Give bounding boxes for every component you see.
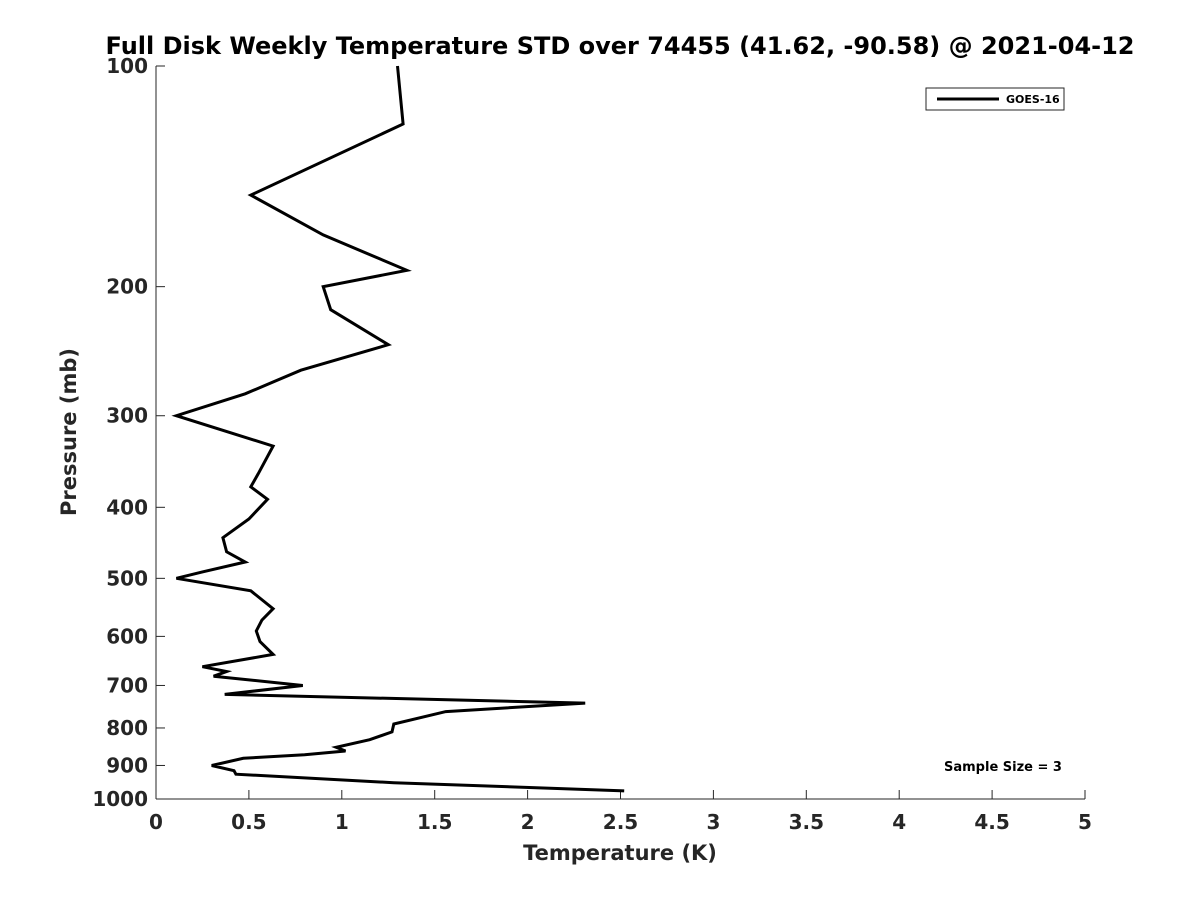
x-tick-label: 1: [335, 810, 349, 834]
sample-size-annotation: Sample Size = 3: [944, 760, 1062, 775]
x-tick-label: 4.5: [974, 810, 1009, 834]
x-tick-label: 1.5: [417, 810, 452, 834]
series-layer: [171, 65, 625, 793]
x-tick-label: 3.5: [789, 810, 824, 834]
x-tick-label: 2.5: [603, 810, 638, 834]
y-tick-label: 600: [106, 624, 148, 648]
y-tick-label: 100: [106, 54, 148, 78]
x-tick-label: 4: [892, 810, 906, 834]
chart-title: Full Disk Weekly Temperature STD over 74…: [106, 32, 1135, 60]
y-axis-label: Pressure (mb): [57, 348, 81, 516]
y-tick-label: 500: [106, 566, 148, 590]
y-axis-ticks: 100 200 300 400 500 600 700 800 900 1000: [92, 54, 165, 811]
y-tick-label: 1000: [92, 787, 148, 811]
x-tick-label: 0: [149, 810, 163, 834]
y-tick-label: 200: [106, 275, 148, 299]
x-tick-label: 0.5: [231, 810, 266, 834]
y-tick-label: 700: [106, 673, 148, 697]
x-tick-label: 5: [1078, 810, 1092, 834]
x-tick-label: 2: [521, 810, 535, 834]
y-tick-label: 900: [106, 753, 148, 777]
legend-label-goes-16: GOES-16: [1006, 93, 1060, 106]
x-axis-ticks: 0 0.5 1 1.5 2 2.5 3 3.5 4 4.5 5: [149, 790, 1092, 834]
y-tick-label: 800: [106, 716, 148, 740]
series-line-goes-16: [171, 65, 625, 793]
legend: GOES-16: [925, 87, 1065, 111]
x-tick-label: 3: [706, 810, 720, 834]
x-axis-label: Temperature (K): [523, 841, 717, 865]
y-tick-label: 400: [106, 495, 148, 519]
y-tick-label: 300: [106, 404, 148, 428]
